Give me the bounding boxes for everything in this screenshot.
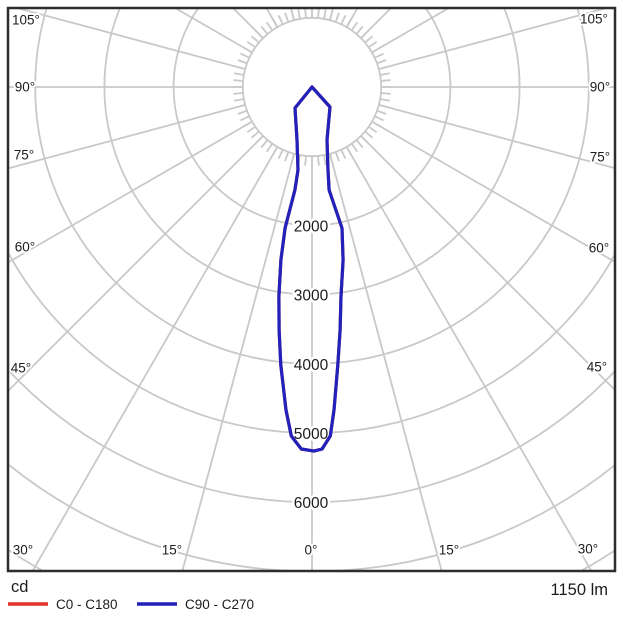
grid-minor-tick — [381, 80, 391, 81]
grid-minor-tick — [318, 156, 319, 166]
legend-label-c90-c270: C90 - C270 — [185, 597, 254, 612]
angle-label-left-45deg: 45° — [11, 361, 31, 376]
angle-label-right-45deg: 45° — [587, 360, 607, 375]
ring-label-5000: 5000 — [294, 426, 329, 443]
grid-minor-tick — [305, 156, 306, 166]
grid-minor-tick — [318, 8, 319, 18]
angle-label-bottom-15deg: 15° — [162, 543, 182, 558]
grid-minor-tick — [233, 80, 243, 81]
grid-minor-tick — [305, 8, 306, 18]
ring-label-2000: 2000 — [294, 218, 329, 235]
angle-label-left-105deg: 105° — [12, 13, 40, 28]
grid-minor-tick — [233, 93, 243, 94]
angle-label-right-105deg: 105° — [580, 12, 608, 27]
angle-label-left-75deg: 75° — [14, 148, 34, 163]
angle-label-bottom-0deg: 0° — [305, 543, 318, 558]
ring-label-4000: 4000 — [294, 357, 329, 374]
angle-label-right-75deg: 75° — [590, 150, 610, 165]
angle-label-left-60deg: 60° — [15, 240, 35, 255]
angle-label-right-90deg: 90° — [590, 80, 610, 95]
angle-label-left-90deg: 90° — [15, 80, 35, 95]
flux-label: 1150 lm — [551, 581, 608, 599]
legend-label-c0-c180: C0 - C180 — [56, 597, 118, 612]
angle-label-bottom-15deg: 15° — [439, 543, 459, 558]
angle-label-right-30deg: 30° — [578, 542, 598, 557]
unit-label: cd — [11, 578, 28, 596]
angle-label-right-60deg: 60° — [589, 241, 609, 256]
ring-label-3000: 3000 — [294, 288, 329, 305]
ring-label-6000: 6000 — [294, 495, 329, 512]
angle-label-left-30deg: 30° — [13, 543, 33, 558]
grid-minor-tick — [381, 93, 391, 94]
